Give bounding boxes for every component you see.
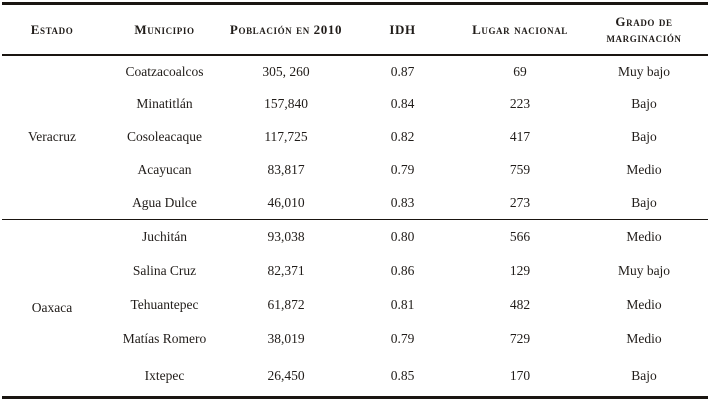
cell-poblacion: 83,817	[267, 162, 305, 177]
cell-idh: 0.85	[390, 367, 415, 383]
cell-municipio: Tehuantepec	[130, 296, 199, 312]
cell-grado: Medio	[626, 228, 662, 244]
cell-estado: Oaxaca	[31, 300, 73, 315]
cell-poblacion: 93,038	[267, 228, 305, 244]
cell-grado: Medio	[626, 162, 662, 177]
cell-municipio: Cosoleacaque	[127, 129, 202, 144]
group-veracruz: Veracruz Coatzacoalcos 305, 260 0.87 69 …	[2, 55, 708, 220]
cell-poblacion: 61,872	[267, 296, 305, 312]
cell-lugar: 69	[513, 63, 527, 79]
cell-municipio: Minatitlán	[136, 96, 193, 111]
cell-poblacion: 82,371	[267, 262, 305, 278]
cell-lugar: 759	[509, 162, 531, 177]
cell-poblacion: 38,019	[267, 330, 305, 346]
cell-poblacion: 46,010	[267, 194, 305, 210]
cell-idh: 0.84	[390, 96, 415, 111]
cell-lugar: 729	[509, 330, 531, 346]
header-row: Estado Municipio Población en 2010 IDH L…	[2, 4, 708, 55]
cell-lugar: 223	[509, 96, 531, 111]
cell-municipio: Juchitán	[142, 228, 187, 244]
cell-idh: 0.81	[390, 296, 415, 312]
cell-poblacion: 26,450	[267, 367, 305, 383]
cell-grado: Bajo	[631, 96, 657, 111]
table-row: Tehuantepec 61,872 0.81 482 Medio	[2, 288, 708, 322]
table-row: Oaxaca Juchitán 93,038 0.80 566 Medio	[2, 220, 708, 315]
cell-idh: 0.79	[390, 330, 415, 346]
cell-lugar: 273	[509, 194, 531, 210]
cell-grado: Medio	[626, 330, 662, 346]
table-row: Cosoleacaque 117,725 0.82 417 Bajo	[2, 121, 708, 154]
cell-grado: Muy bajo	[617, 63, 671, 79]
cell-grado: Bajo	[631, 367, 657, 383]
cell-estado: Veracruz	[28, 129, 76, 145]
col-header-estado: Estado	[30, 22, 74, 38]
col-header-municipio: Municipio	[134, 22, 195, 38]
cell-municipio: Matías Romero	[122, 330, 207, 346]
cell-municipio: Agua Dulce	[132, 194, 197, 210]
table-row: Agua Dulce 46,010 0.83 273 Bajo	[2, 187, 708, 220]
cell-municipio: Ixtepec	[144, 367, 185, 383]
cell-idh: 0.79	[390, 162, 415, 177]
group-oaxaca: Oaxaca Juchitán 93,038 0.80 566 Medio Sa…	[2, 219, 708, 398]
col-header-idh: IDH	[389, 22, 416, 38]
cell-idh: 0.86	[390, 262, 415, 278]
cell-lugar: 129	[509, 262, 531, 278]
cell-grado: Medio	[626, 296, 662, 312]
cell-lugar: 417	[509, 129, 531, 144]
table-row: Acayucan 83,817 0.79 759 Medio	[2, 154, 708, 187]
cell-grado: Bajo	[631, 194, 657, 210]
col-header-grado-marginacion: Grado de marginación	[606, 14, 682, 46]
cell-lugar: 482	[509, 296, 531, 312]
cell-idh: 0.87	[390, 63, 415, 79]
cell-poblacion: 117,725	[264, 129, 308, 144]
cell-idh: 0.82	[390, 129, 415, 144]
cell-municipio: Salina Cruz	[132, 262, 197, 278]
table-row: Matías Romero 38,019 0.79 729 Medio	[2, 322, 708, 356]
municipios-table: Estado Municipio Población en 2010 IDH L…	[2, 2, 708, 399]
cell-grado: Bajo	[631, 129, 657, 144]
cell-municipio: Coatzacoalcos	[125, 63, 204, 79]
cell-idh: 0.80	[390, 228, 415, 244]
cell-poblacion: 305, 260	[262, 63, 310, 79]
table-row: Minatitlán 157,840 0.84 223 Bajo	[2, 88, 708, 121]
table-row: Ixtepec 26,450 0.85 170 Bajo	[2, 356, 708, 398]
cell-lugar: 566	[509, 228, 531, 244]
table-header: Estado Municipio Población en 2010 IDH L…	[2, 4, 708, 55]
cell-grado: Muy bajo	[617, 262, 671, 278]
cell-idh: 0.83	[390, 194, 415, 210]
cell-lugar: 170	[509, 367, 531, 383]
col-header-poblacion: Población en 2010	[229, 22, 343, 38]
table-row: Veracruz Coatzacoalcos 305, 260 0.87 69 …	[2, 55, 708, 145]
table-row: Salina Cruz 82,371 0.86 129 Muy bajo	[2, 254, 708, 288]
cell-poblacion: 157,840	[264, 96, 308, 111]
cell-municipio: Acayucan	[137, 162, 192, 177]
col-header-lugar-nacional: Lugar nacional	[472, 22, 568, 38]
